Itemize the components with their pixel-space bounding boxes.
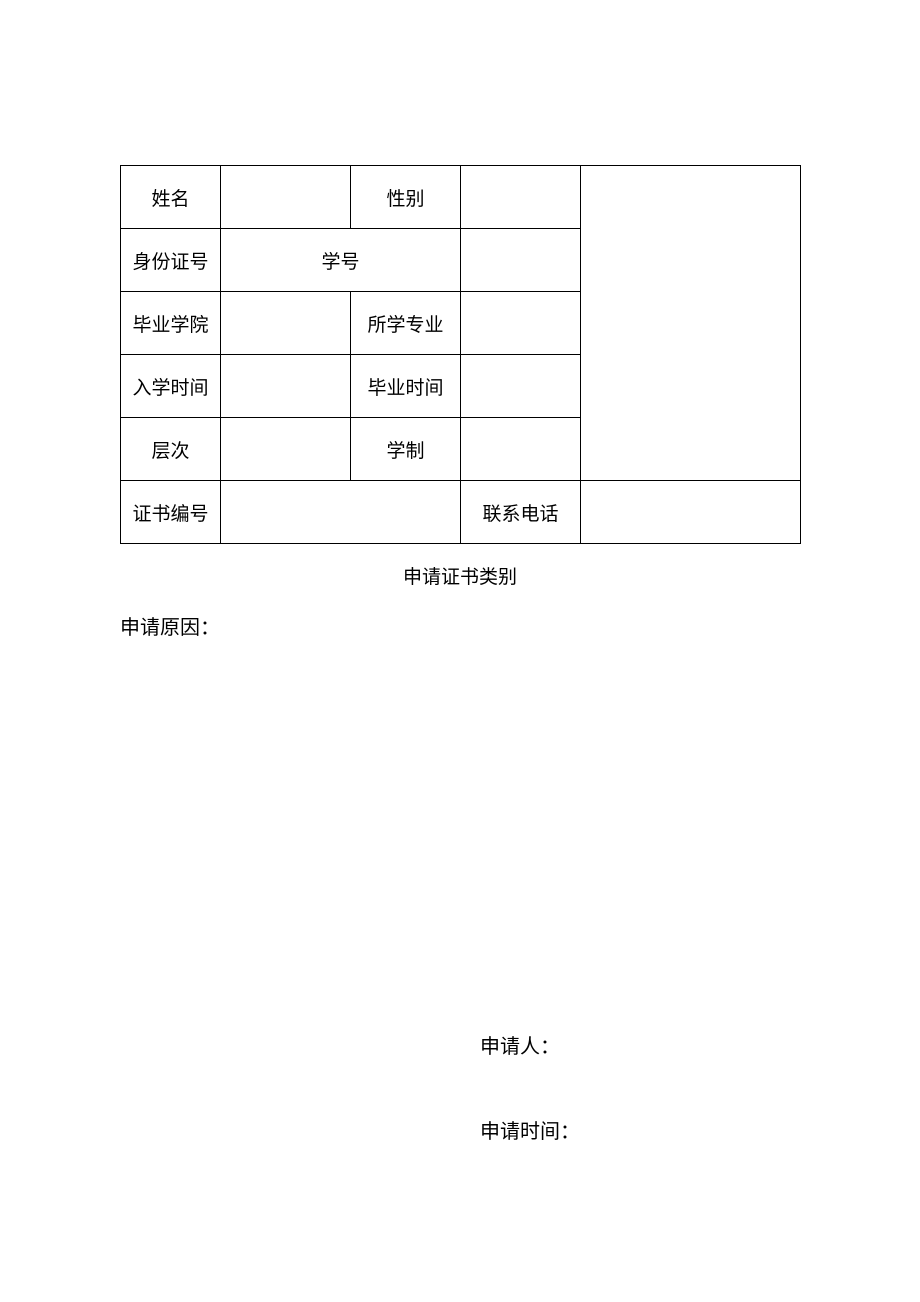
label-level: 层次 [121, 418, 221, 481]
value-gender [461, 166, 581, 229]
value-name [221, 166, 351, 229]
photo-cell [581, 166, 801, 481]
label-cert-number: 证书编号 [121, 481, 221, 544]
value-grad-date [461, 355, 581, 418]
label-college: 毕业学院 [121, 292, 221, 355]
value-phone [581, 481, 801, 544]
label-gender: 性别 [351, 166, 461, 229]
label-grad-date: 毕业时间 [351, 355, 461, 418]
value-major [461, 292, 581, 355]
certificate-type-heading: 申请证书类别 [120, 562, 800, 589]
value-enroll-date [221, 355, 351, 418]
label-major: 所学专业 [351, 292, 461, 355]
label-student-id: 学号 [221, 229, 461, 292]
table-row: 证书编号 联系电话 [121, 481, 801, 544]
value-level [221, 418, 351, 481]
apply-time-label: 申请时间： [480, 1115, 800, 1144]
application-form-table: 姓名 性别 身份证号 学号 毕业学院 所学专业 入学时间 毕业时间 层次 学制 … [120, 165, 801, 544]
label-id-number: 身份证号 [121, 229, 221, 292]
table-row: 姓名 性别 [121, 166, 801, 229]
label-phone: 联系电话 [461, 481, 581, 544]
value-college [221, 292, 351, 355]
label-name: 姓名 [121, 166, 221, 229]
applicant-label: 申请人： [480, 1030, 800, 1059]
signature-block: 申请人： 申请时间： [480, 1030, 800, 1144]
value-student-id [461, 229, 581, 292]
label-enroll-date: 入学时间 [121, 355, 221, 418]
label-duration: 学制 [351, 418, 461, 481]
reason-label: 申请原因： [120, 611, 800, 640]
value-duration [461, 418, 581, 481]
value-cert-number [221, 481, 461, 544]
